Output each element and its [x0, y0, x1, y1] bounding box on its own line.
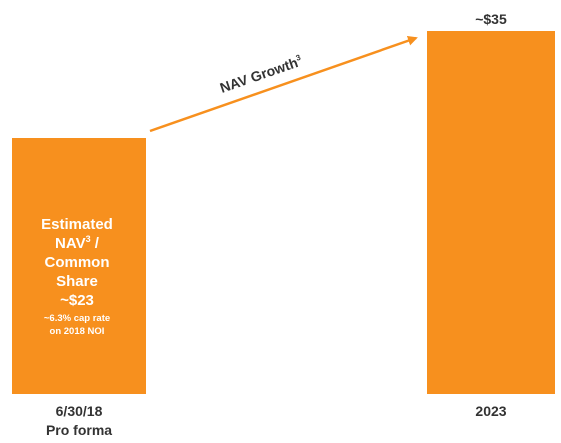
nav-growth-label-sup: 3	[295, 53, 303, 63]
bar1-label-nav: NAV3 /	[55, 234, 100, 252]
x-tick-6-30-18: 6/30/18	[56, 403, 103, 419]
x-tick-2023: 2023	[475, 403, 506, 419]
nav-growth-label: NAV Growth3	[218, 53, 305, 96]
nav-growth-arrow	[149, 35, 418, 133]
bar1-label-share: Share	[56, 273, 98, 290]
bar1-label-common: Common	[45, 254, 110, 271]
bar1-note-cap-rate: ~6.3% cap rate	[44, 313, 110, 324]
bar-2023	[427, 31, 555, 394]
bar1-label-nav-sup: 3	[86, 234, 91, 244]
x-tick-pro-forma: Pro forma	[46, 422, 112, 438]
bar1-label-nav-slash: /	[91, 235, 100, 252]
bar1-note-noi: on 2018 NOI	[50, 326, 105, 337]
bar-6-30-18	[12, 138, 146, 394]
bar1-value-label: ~$23	[60, 292, 94, 309]
bar1-label-estimated: Estimated	[41, 216, 113, 233]
bar2-value-label: ~$35	[475, 11, 507, 27]
